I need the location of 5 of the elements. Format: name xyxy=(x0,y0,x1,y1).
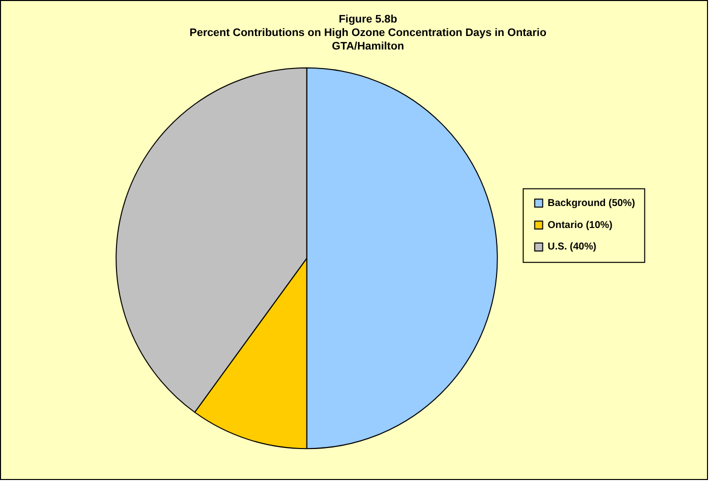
legend-label: Background (50%) xyxy=(548,198,636,209)
legend-label: Ontario (10%) xyxy=(548,220,612,231)
chart-title: Figure 5.8b xyxy=(338,14,398,26)
chart-subtitle: Percent Contributions on High Ozone Concentration Days in Ontario GTA/Hamilton xyxy=(190,26,547,53)
legend-label: U.S. (40%) xyxy=(548,242,596,253)
